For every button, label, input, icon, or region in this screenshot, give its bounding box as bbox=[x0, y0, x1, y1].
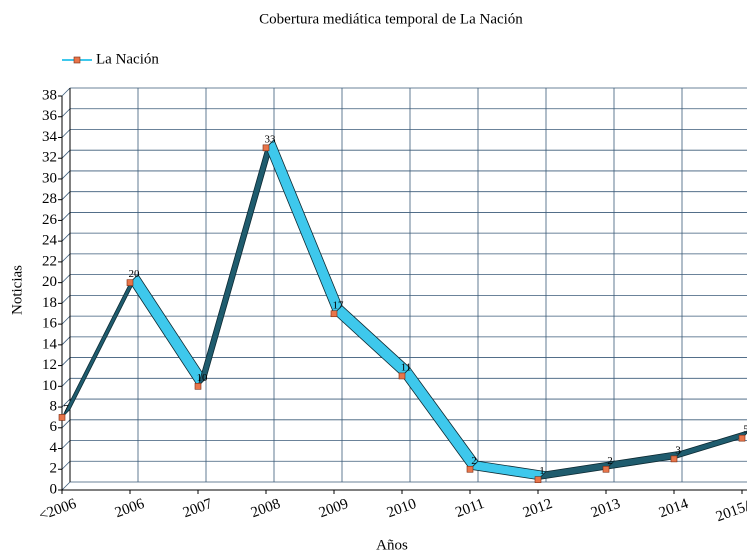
legend-marker bbox=[73, 56, 81, 64]
legend-label: La Nación bbox=[96, 51, 159, 67]
value-label: 5 bbox=[743, 424, 747, 436]
value-label: 2 bbox=[607, 455, 613, 467]
y-tick-label: 30 bbox=[42, 170, 57, 186]
marker bbox=[194, 383, 202, 390]
depth-line bbox=[61, 378, 71, 387]
y-tick-label: 28 bbox=[42, 191, 57, 207]
depth-line bbox=[61, 129, 71, 138]
y-tick-label: 12 bbox=[42, 357, 57, 373]
ribbon-segment bbox=[673, 430, 747, 460]
depth-line bbox=[61, 295, 71, 304]
x-axis-label: Años bbox=[376, 537, 408, 553]
marker bbox=[398, 372, 406, 380]
value-label: 1 bbox=[539, 465, 545, 477]
ribbon-segment bbox=[401, 367, 479, 470]
value-label: 33 bbox=[265, 133, 277, 145]
y-tick-label: 24 bbox=[42, 233, 58, 249]
x-tick-label: 2009 bbox=[317, 496, 351, 521]
x-tick-label: 2013 bbox=[589, 496, 623, 521]
depth-line bbox=[61, 440, 71, 449]
x-tick-label: 2015/6 bbox=[714, 496, 747, 525]
x-tick-label: 2011 bbox=[453, 496, 486, 521]
ribbon-segment bbox=[265, 139, 343, 315]
x-tick-label: 2006 bbox=[113, 496, 147, 521]
marker bbox=[602, 465, 610, 473]
value-label: 10 bbox=[197, 372, 209, 384]
y-tick-label: 26 bbox=[42, 212, 58, 228]
depth-line bbox=[61, 149, 71, 159]
x-tick-label: 2014 bbox=[657, 496, 691, 521]
y-tick-label: 32 bbox=[42, 150, 57, 166]
value-label: 3 bbox=[675, 444, 681, 456]
y-tick-label: 20 bbox=[42, 274, 57, 290]
marker bbox=[466, 465, 474, 473]
y-tick-label: 16 bbox=[42, 316, 58, 332]
ribbon-segment bbox=[469, 460, 547, 481]
value-label: 20 bbox=[129, 268, 141, 280]
depth-line bbox=[61, 232, 71, 242]
depth-line bbox=[61, 191, 71, 200]
ribbon-segment bbox=[536, 460, 616, 481]
marker bbox=[330, 310, 338, 318]
depth-line bbox=[61, 170, 71, 180]
ribbon-segment bbox=[61, 274, 139, 418]
ribbon-segment bbox=[129, 274, 207, 387]
marker bbox=[670, 455, 678, 463]
y-tick-label: 34 bbox=[42, 129, 58, 145]
ribbon-segment bbox=[197, 138, 275, 388]
y-tick-label: 36 bbox=[42, 108, 58, 124]
y-tick-label: 14 bbox=[42, 336, 58, 352]
depth-line bbox=[61, 398, 71, 408]
x-tick-label: <2006 bbox=[37, 496, 79, 524]
depth-line bbox=[61, 481, 71, 491]
depth-line bbox=[61, 87, 71, 97]
x-tick-label: 2012 bbox=[521, 496, 555, 521]
depth-line bbox=[61, 336, 71, 346]
y-tick-label: 6 bbox=[50, 419, 58, 435]
y-tick-label: 0 bbox=[50, 481, 58, 497]
depth-line bbox=[61, 274, 71, 283]
depth-line bbox=[61, 419, 71, 429]
y-axis-label: Noticias bbox=[9, 265, 25, 315]
y-tick-label: 4 bbox=[50, 440, 58, 456]
value-label: 7 bbox=[63, 403, 69, 415]
x-tick-label: 2008 bbox=[249, 496, 283, 521]
y-tick-label: 38 bbox=[42, 87, 57, 103]
depth-line bbox=[61, 212, 71, 221]
marker bbox=[126, 279, 134, 286]
value-label: 11 bbox=[401, 361, 412, 373]
ribbon-segment bbox=[604, 450, 684, 470]
depth-line bbox=[61, 108, 71, 118]
depth-line bbox=[61, 253, 71, 263]
value-label: 17 bbox=[333, 299, 345, 311]
y-tick-label: 18 bbox=[42, 295, 57, 311]
depth-line bbox=[61, 460, 71, 470]
depth-line bbox=[61, 315, 71, 325]
x-tick-label: 2010 bbox=[385, 496, 419, 521]
value-label: 2 bbox=[471, 455, 477, 467]
depth-line bbox=[61, 357, 71, 366]
marker bbox=[262, 144, 270, 152]
y-tick-label: 8 bbox=[50, 398, 58, 414]
y-tick-label: 2 bbox=[50, 461, 58, 477]
marker bbox=[534, 476, 542, 483]
marker bbox=[58, 414, 66, 421]
chart-title: Cobertura mediática temporal de La Nació… bbox=[259, 11, 523, 27]
marker bbox=[738, 434, 746, 442]
x-tick-label: 2007 bbox=[181, 496, 215, 521]
y-tick-label: 22 bbox=[42, 253, 57, 269]
y-tick-label: 10 bbox=[42, 378, 57, 394]
